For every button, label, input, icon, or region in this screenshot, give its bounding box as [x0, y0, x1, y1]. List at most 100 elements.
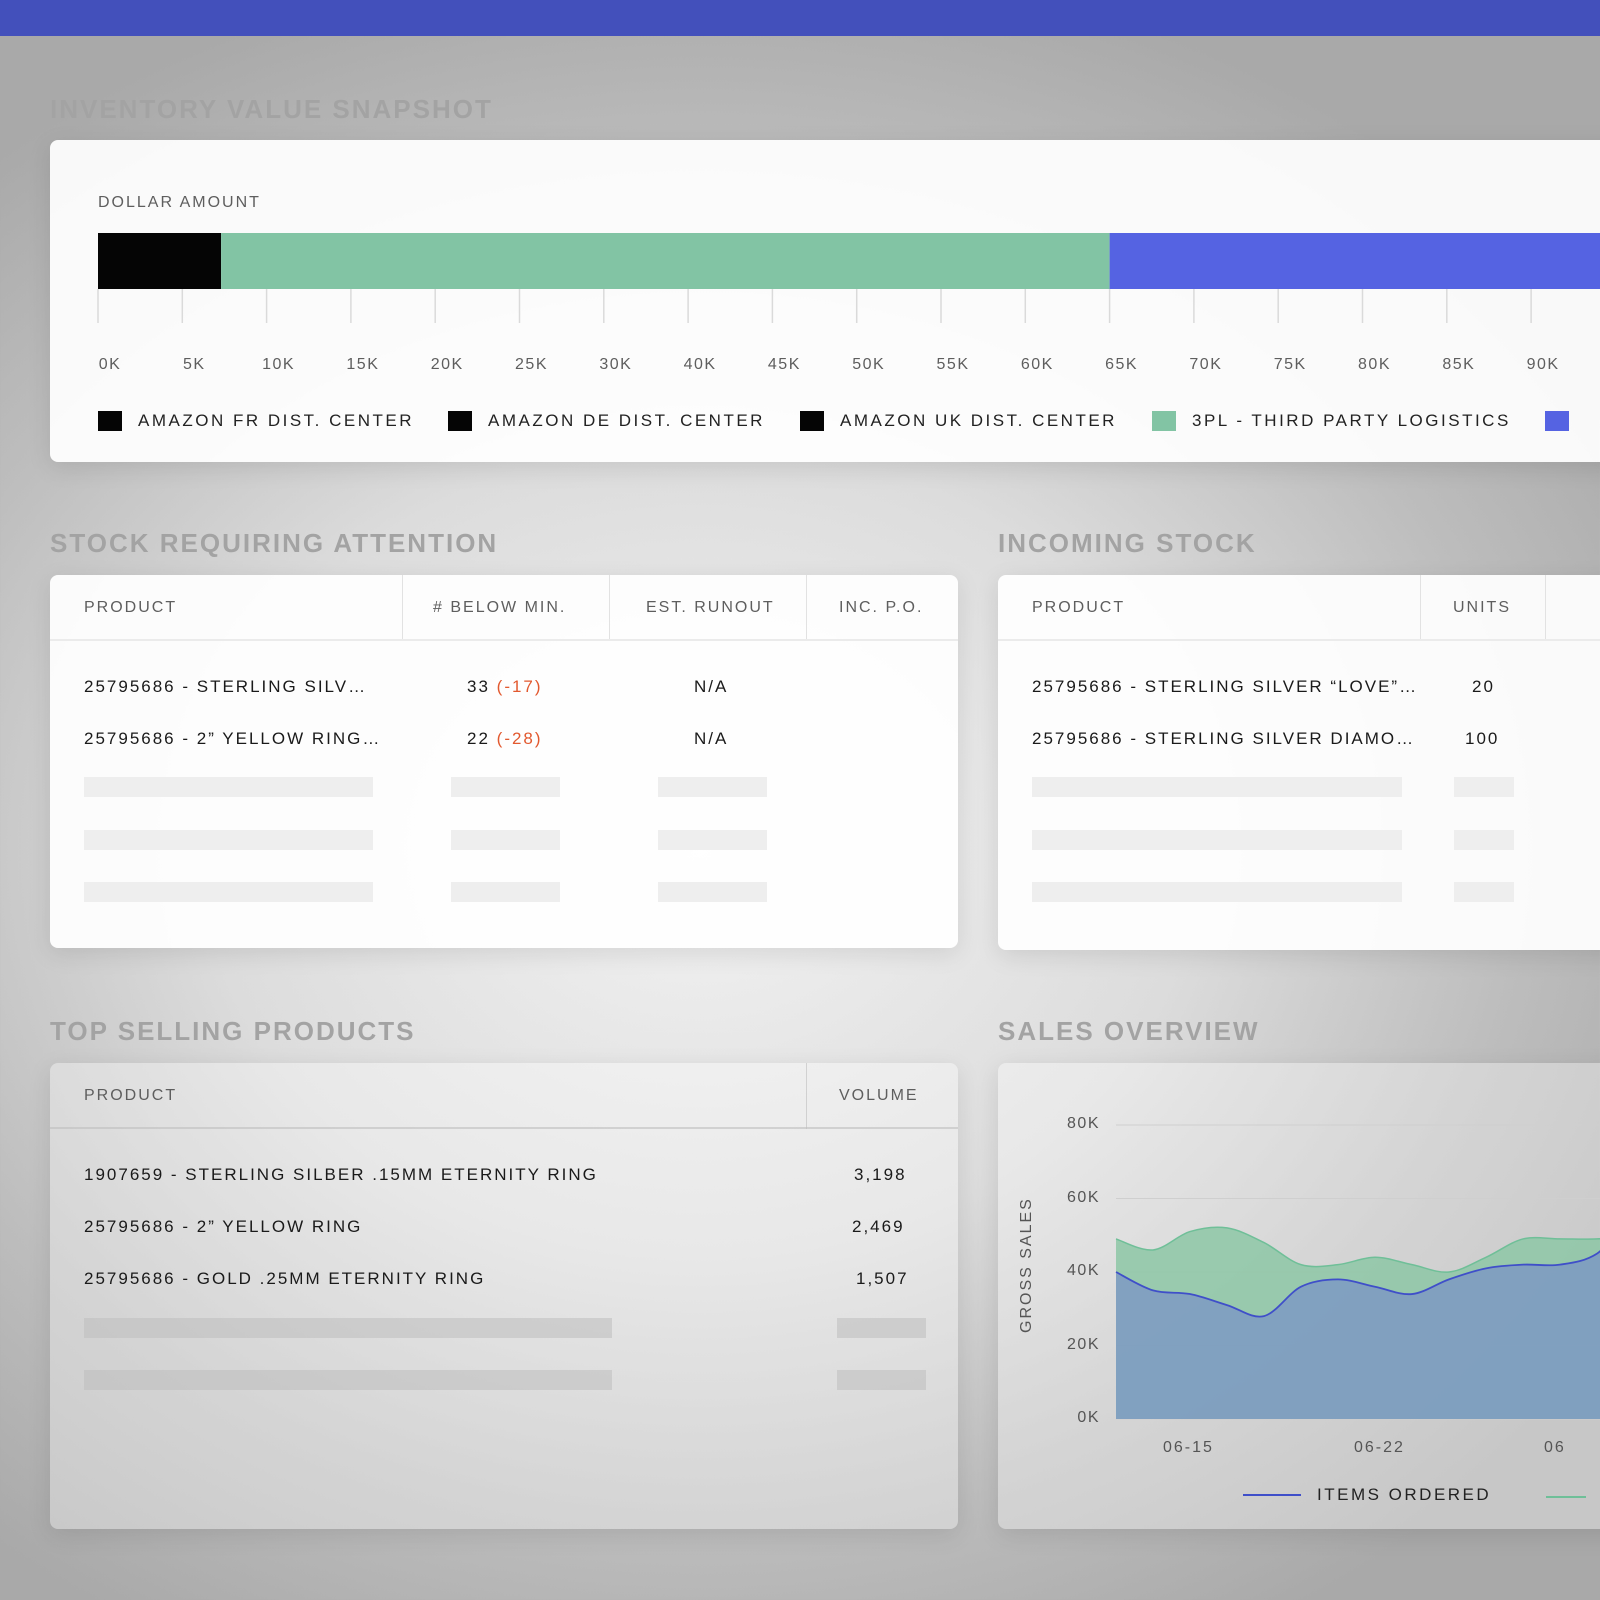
placeholder-bar [84, 1318, 612, 1338]
y-tick-label: 20K [1067, 1335, 1100, 1353]
placeholder-bar [658, 882, 767, 902]
header-divider [50, 1127, 958, 1129]
tick-label: 10K [262, 356, 296, 373]
tick-label: 50K [852, 356, 886, 373]
tick-label: 15K [346, 356, 380, 373]
placeholder-bar [837, 1318, 926, 1338]
legend-item[interactable] [1545, 410, 1585, 432]
sales-area-chart [1115, 1124, 1600, 1420]
incoming-table: PRODUCT UNITS 25795686 - STERLING SILVER… [998, 575, 1600, 950]
bar-segment-3[interactable] [98, 233, 222, 289]
placeholder-bar [84, 1370, 612, 1390]
legend-swatch [98, 411, 122, 431]
attention-runout: N/A [694, 677, 729, 696]
attention-header-below-min[interactable]: # BELOW MIN. [433, 599, 567, 616]
legend-label: AMAZON DE DIST. CENTER [488, 411, 765, 430]
tick-label: 30K [599, 356, 633, 373]
top-selling-title: TOP SELLING PRODUCTS [50, 1016, 416, 1046]
legend-item[interactable]: 3PL - THIRD PARTY LOGISTICS [1152, 410, 1511, 432]
placeholder-bar [1454, 830, 1514, 850]
attention-runout: N/A [694, 729, 729, 748]
incoming-units: 20 [1472, 677, 1495, 696]
legend-swatch [448, 411, 472, 431]
bar-segment-5[interactable] [1109, 233, 1600, 289]
attention-below-min: 22 (-28) [467, 729, 543, 748]
attention-header-po[interactable]: INC. P.O. [839, 599, 924, 616]
attention-delta: (-17) [496, 677, 543, 696]
incoming-product: 25795686 - STERLING SILVER “LOVE”… [1032, 677, 1419, 696]
bar-segment-4[interactable] [221, 233, 1110, 289]
placeholder-bar [837, 1370, 926, 1390]
placeholder-bar [658, 830, 767, 850]
tick-label: 80K [1358, 356, 1391, 373]
column-divider [806, 575, 807, 641]
top-selling-product: 1907659 - STERLING SILBER .15MM ETERNITY… [84, 1165, 598, 1184]
top-selling-product: 25795686 - 2” YELLOW RING [84, 1217, 363, 1236]
tick-label: 0K [98, 356, 122, 373]
sales-y-axis-label: GROSS SALES [1018, 1197, 1035, 1333]
y-tick-label: 80K [1067, 1115, 1100, 1132]
legend-swatch [1152, 411, 1176, 431]
attention-product: 25795686 - 2” YELLOW RING… [84, 729, 382, 748]
top-selling-volume: 1,507 [856, 1269, 909, 1288]
placeholder-bar [451, 882, 560, 902]
top-selling-volume: 3,198 [854, 1165, 907, 1184]
legend-label: AMAZON FR DIST. CENTER [138, 411, 415, 430]
top-selling-volume: 2,469 [852, 1217, 905, 1236]
tick-label: 65K [1105, 356, 1139, 373]
legend-item[interactable]: AMAZON FR DIST. CENTER [98, 410, 414, 432]
header-divider [998, 639, 1600, 641]
column-divider [806, 1063, 807, 1129]
tick-label: 25K [515, 356, 548, 373]
legend-swatch [800, 411, 824, 431]
legend-item[interactable]: AMAZON DE DIST. CENTER [448, 410, 765, 432]
sales-card: 0K 20K 40K 60K 80K 06-15 06-22 06 GROSS SALES … [998, 1063, 1600, 1529]
placeholder-bar [451, 830, 560, 850]
legend-label: 3PL - THIRD PARTY LOGISTICS [1192, 411, 1511, 430]
gross-sales-line [1115, 1226, 1600, 1273]
tick-label: 20K [430, 356, 464, 373]
attention-header-runout[interactable]: EST. RUNOUT [646, 599, 775, 616]
placeholder-bar [84, 882, 373, 902]
top-selling-header-volume[interactable]: VOLUME [839, 1087, 919, 1104]
incoming-units: 100 [1465, 729, 1500, 748]
attention-below-min: 33 (-17) [467, 677, 543, 696]
legend-line-gross-sales [1546, 1496, 1586, 1498]
tick-label: 75K [1273, 356, 1307, 373]
incoming-header-units[interactable]: UNITS [1453, 599, 1511, 616]
top-selling-header-product[interactable]: PRODUCT [84, 1087, 178, 1104]
incoming-title: INCOMING STOCK [998, 528, 1257, 558]
legend-line [1243, 1494, 1301, 1496]
top-selling-product: 25795686 - GOLD .25MM ETERNITY RING [84, 1269, 486, 1288]
placeholder-bar [1454, 882, 1514, 902]
inventory-bar-chart [97, 233, 1600, 323]
header-divider [50, 639, 958, 641]
column-divider [1420, 575, 1421, 641]
attention-header-product[interactable]: PRODUCT [84, 599, 178, 616]
column-divider [1545, 575, 1546, 641]
inventory-card: DOLLAR AMOUNT [50, 140, 1600, 462]
column-divider [402, 575, 403, 641]
tick-label: 55K [936, 356, 970, 373]
legend-item[interactable]: AMAZON UK DIST. CENTER [800, 410, 1117, 432]
placeholder-bar [451, 777, 560, 797]
sales-legend-items-ordered: ITEMS ORDERED [1243, 1485, 1491, 1505]
tick-label: 60K [1020, 356, 1054, 373]
x-tick-label: 06 [1544, 1439, 1566, 1456]
incoming-header-product[interactable]: PRODUCT [1032, 599, 1126, 616]
tick-label: 45K [767, 356, 801, 373]
x-tick-label: 06-15 [1163, 1439, 1214, 1456]
attention-delta: (-28) [496, 729, 543, 748]
placeholder-bar [84, 830, 373, 850]
items-ordered-area[interactable] [1116, 1217, 1600, 1419]
legend-swatch [1545, 411, 1569, 431]
inventory-title: INVENTORY VALUE SNAPSHOT [50, 94, 493, 124]
attention-product: 25795686 - STERLING SILV… [84, 677, 368, 696]
placeholder-bar [1454, 777, 1514, 797]
placeholder-bar [1032, 830, 1402, 850]
legend-label: AMAZON UK DIST. CENTER [840, 411, 1117, 430]
items-ordered-line [1115, 1249, 1600, 1318]
top-bar [0, 0, 1600, 36]
tick-label: 90K [1526, 356, 1560, 373]
placeholder-bar [1032, 777, 1402, 797]
